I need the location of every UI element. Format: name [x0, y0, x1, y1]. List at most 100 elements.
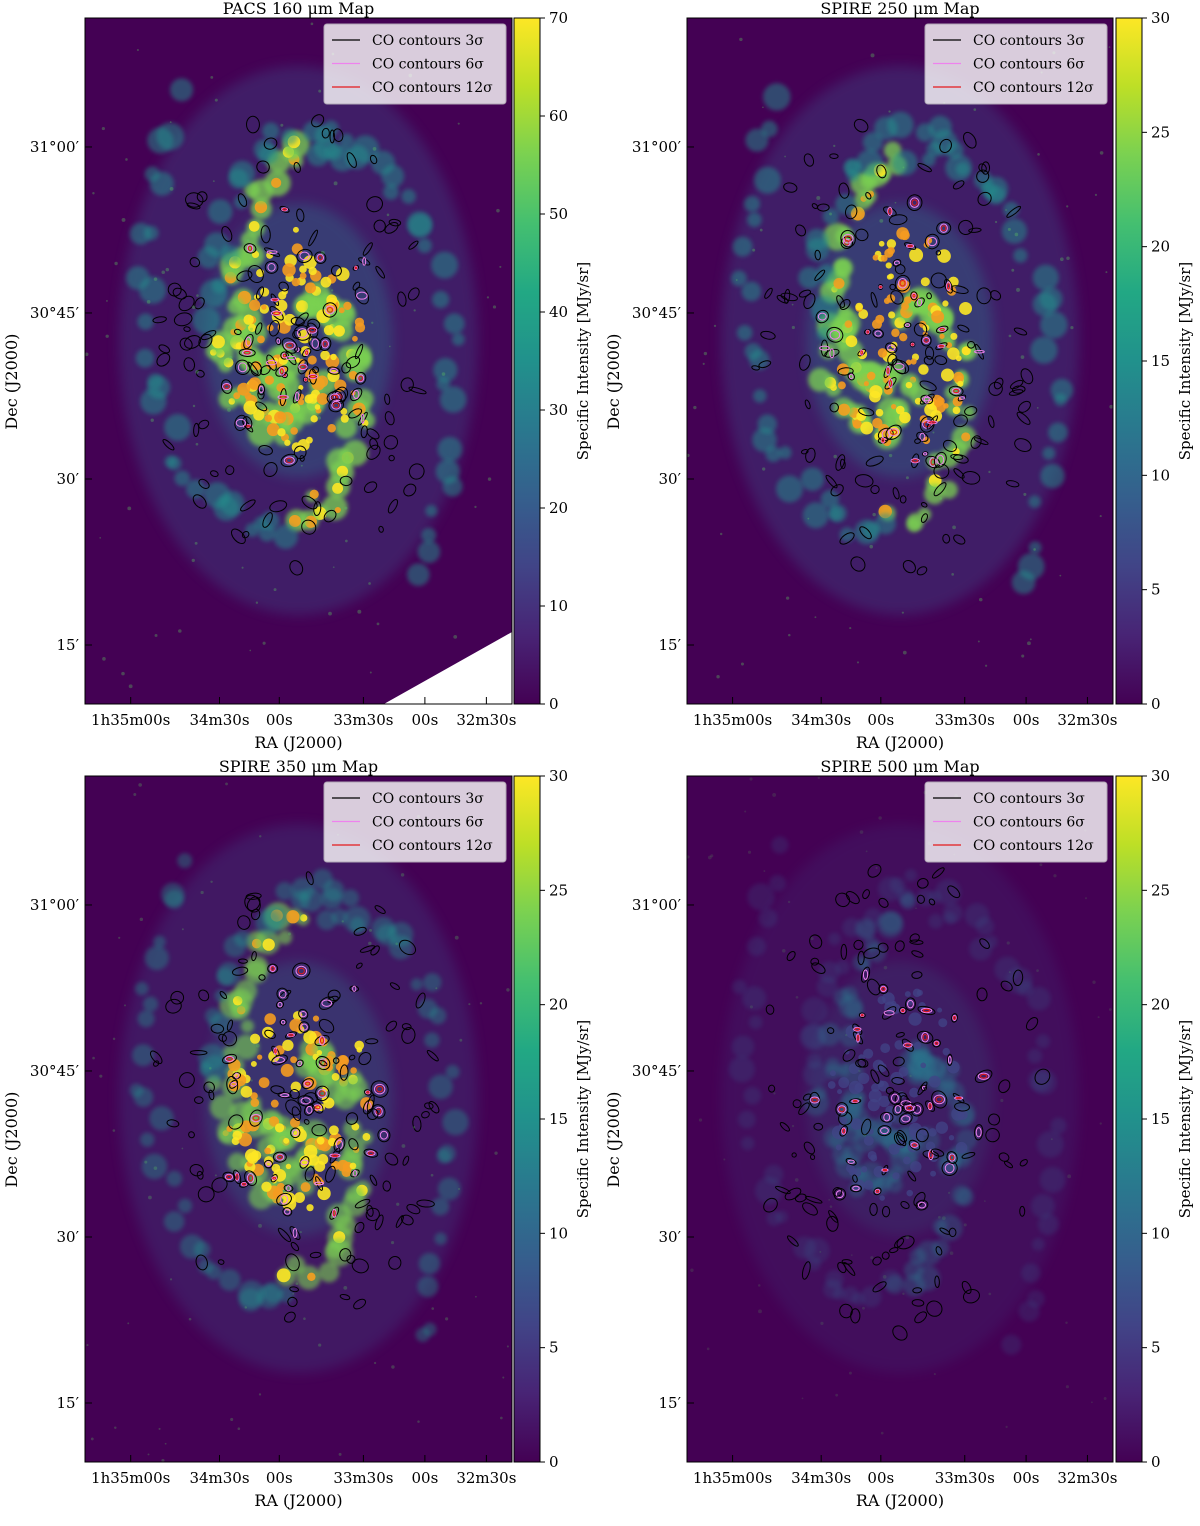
- colorbar: [1115, 17, 1143, 705]
- x-tick-label: 34m30s: [791, 711, 851, 729]
- y-tick-label: 30′: [659, 470, 682, 488]
- y-tick-label: 31°00′: [30, 896, 80, 914]
- x-tick-label: 33m30s: [935, 1469, 995, 1487]
- x-tick-label: 33m30s: [935, 711, 995, 729]
- colorbar-tick-label: 10: [1151, 466, 1170, 484]
- legend-label: CO contours 3σ: [372, 33, 484, 49]
- colorbar-tick-label: 30: [549, 767, 568, 785]
- colorbar-tick-label: 0: [549, 1453, 559, 1471]
- x-tick-label: 00s: [1013, 1469, 1040, 1487]
- y-axis-label: Dec (J2000): [2, 1092, 21, 1188]
- y-tick-label: 31°00′: [30, 138, 80, 156]
- panel-3: SPIRE 350 μm Map 1h35m00s 34m30s 00s 33m30s 0…: [2, 757, 592, 1510]
- y-tick-label: 30°45′: [632, 1062, 682, 1080]
- map-frame: [686, 17, 1114, 705]
- emission-map: [687, 776, 1112, 1435]
- colorbar-tick-label: 50: [549, 205, 568, 223]
- x-tick-label: 32m30s: [1057, 1469, 1117, 1487]
- x-tick-label: 34m30s: [189, 711, 249, 729]
- y-tick-label: 30′: [57, 470, 80, 488]
- x-axis-label: RA (J2000): [254, 1491, 342, 1510]
- colorbar-tick-label: 15: [1151, 1110, 1170, 1128]
- x-tick-label: 00s: [411, 711, 438, 729]
- colorbar-label: Specific Intensity [MJy/sr]: [1176, 262, 1194, 461]
- x-tick-label: 00s: [867, 1469, 894, 1487]
- x-tick-label: 00s: [411, 1469, 438, 1487]
- colorbar-tick-label: 15: [549, 1110, 568, 1128]
- y-tick-label: 30′: [57, 1228, 80, 1246]
- y-tick-label: 15′: [57, 1394, 80, 1412]
- colorbar-label: Specific Intensity [MJy/sr]: [574, 1020, 592, 1219]
- legend-label: CO contours 3σ: [973, 791, 1085, 807]
- colorbar-tick-label: 10: [549, 1224, 568, 1242]
- legend-label: CO contours 6σ: [372, 815, 484, 831]
- colorbar-tick-label: 5: [1151, 1339, 1161, 1357]
- colorbar-tick-label: 20: [1151, 996, 1170, 1014]
- x-tick-label: 00s: [266, 711, 293, 729]
- map-frame: [686, 775, 1114, 1463]
- y-tick-label: 31°00′: [632, 138, 682, 156]
- y-tick-label: 30°45′: [632, 304, 682, 322]
- legend-label: CO contours 12σ: [372, 838, 493, 854]
- x-tick-label: 32m30s: [1057, 711, 1117, 729]
- legend: CO contours 3σ CO contours 6σ CO contours …: [924, 23, 1108, 105]
- legend: CO contours 3σ CO contours 6σ CO contours …: [323, 23, 507, 105]
- colorbar-tick-label: 70: [549, 9, 568, 27]
- colorbar-tick-label: 25: [1151, 123, 1170, 141]
- masked-region: [383, 631, 512, 704]
- colorbar-tick-label: 5: [1151, 581, 1161, 599]
- colorbar-tick-label: 25: [1151, 881, 1170, 899]
- colorbar-tick-label: 25: [549, 881, 568, 899]
- x-tick-label: 33m30s: [333, 711, 393, 729]
- legend-label: CO contours 12σ: [372, 80, 493, 96]
- panel-title: SPIRE 250 μm Map: [820, 0, 979, 18]
- emission-map: [86, 782, 510, 1462]
- legend: CO contours 3σ CO contours 6σ CO contours …: [924, 781, 1108, 863]
- legend-label: CO contours 6σ: [973, 815, 1085, 831]
- y-tick-label: 30°45′: [30, 304, 80, 322]
- x-tick-label: 1h35m00s: [91, 1469, 170, 1487]
- legend-label: CO contours 3σ: [973, 33, 1085, 49]
- colorbar-tick-label: 20: [549, 499, 568, 517]
- emission-map: [687, 37, 1113, 679]
- x-tick-label: 34m30s: [791, 1469, 851, 1487]
- panel-title: SPIRE 500 μm Map: [820, 757, 979, 776]
- colorbar-tick-label: 0: [1151, 1453, 1161, 1471]
- x-axis-label: RA (J2000): [254, 733, 342, 752]
- y-tick-label: 30′: [659, 1228, 682, 1246]
- panel-title: PACS 160 μm Map: [223, 0, 375, 18]
- x-tick-label: 00s: [1013, 711, 1040, 729]
- colorbar-tick-label: 60: [549, 107, 568, 125]
- colorbar-tick-label: 5: [549, 1339, 559, 1357]
- legend-label: CO contours 12σ: [973, 80, 1094, 96]
- colorbar-tick-label: 0: [549, 695, 559, 713]
- legend: CO contours 3σ CO contours 6σ CO contours …: [323, 781, 507, 863]
- colorbar-tick-label: 30: [1151, 767, 1170, 785]
- colorbar-label: Specific Intensity [MJy/sr]: [574, 262, 592, 461]
- colorbar-tick-label: 10: [1151, 1224, 1170, 1242]
- colorbar-tick-label: 10: [549, 597, 568, 615]
- y-axis-label: Dec (J2000): [604, 334, 623, 430]
- map-frame: [84, 17, 513, 705]
- x-tick-label: 1h35m00s: [91, 711, 170, 729]
- y-tick-label: 15′: [57, 636, 80, 654]
- colorbar-tick-label: 20: [549, 996, 568, 1014]
- x-tick-label: 34m30s: [189, 1469, 249, 1487]
- map-frame: [84, 775, 513, 1463]
- panel-4: SPIRE 500 μm Map 1h35m00s 34m30s 00s 33m30s 0…: [604, 757, 1194, 1510]
- colorbar-tick-label: 20: [1151, 238, 1170, 256]
- colorbar: [1115, 775, 1143, 1463]
- x-tick-label: 00s: [867, 711, 894, 729]
- emission-map: [85, 22, 512, 704]
- y-tick-label: 30°45′: [30, 1062, 80, 1080]
- colorbar: [513, 17, 541, 705]
- y-axis-label: Dec (J2000): [2, 334, 21, 430]
- panel-title: SPIRE 350 μm Map: [219, 757, 378, 776]
- x-axis-label: RA (J2000): [856, 733, 944, 752]
- x-tick-label: 33m30s: [333, 1469, 393, 1487]
- x-tick-label: 1h35m00s: [693, 1469, 772, 1487]
- y-tick-label: 15′: [659, 636, 682, 654]
- colorbar-tick-label: 30: [1151, 9, 1170, 27]
- y-tick-label: 15′: [659, 1394, 682, 1412]
